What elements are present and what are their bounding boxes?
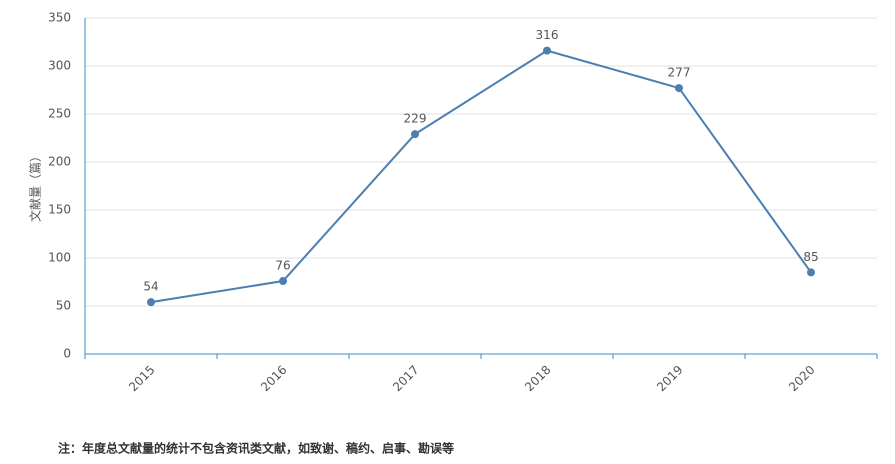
y-tick-label: 250 <box>48 107 71 121</box>
data-label: 229 <box>404 112 427 126</box>
data-label: 277 <box>668 66 691 80</box>
x-tick-label: 2015 <box>126 363 157 394</box>
footnote: 注：年度总文献量的统计不包含资讯类文献，如致谢、稿约、启事、勘误等 <box>58 441 454 456</box>
y-tick-label: 150 <box>48 203 71 217</box>
data-point <box>543 46 551 55</box>
data-point <box>807 268 815 277</box>
data-label: 76 <box>275 259 290 273</box>
data-point <box>675 84 683 93</box>
x-tick-label: 2020 <box>786 363 817 394</box>
x-tick-label: 2016 <box>258 363 289 394</box>
data-label: 316 <box>536 28 559 42</box>
x-tick-label: 2018 <box>522 363 553 394</box>
y-tick-label: 350 <box>48 11 71 25</box>
data-point <box>147 298 155 307</box>
x-tick-label: 2017 <box>390 363 421 394</box>
data-point <box>411 130 419 139</box>
data-line <box>150 49 812 304</box>
y-axis-label: 文献量（篇） <box>28 150 43 222</box>
y-tick-label: 0 <box>63 347 71 361</box>
data-point <box>279 277 287 286</box>
data-label: 54 <box>143 280 158 294</box>
y-tick-label: 100 <box>48 251 71 265</box>
x-tick-label: 2019 <box>654 363 685 394</box>
y-tick-label: 200 <box>48 155 71 169</box>
data-label: 85 <box>803 250 818 264</box>
y-tick-label: 300 <box>48 59 71 73</box>
y-tick-label: 50 <box>56 299 71 313</box>
